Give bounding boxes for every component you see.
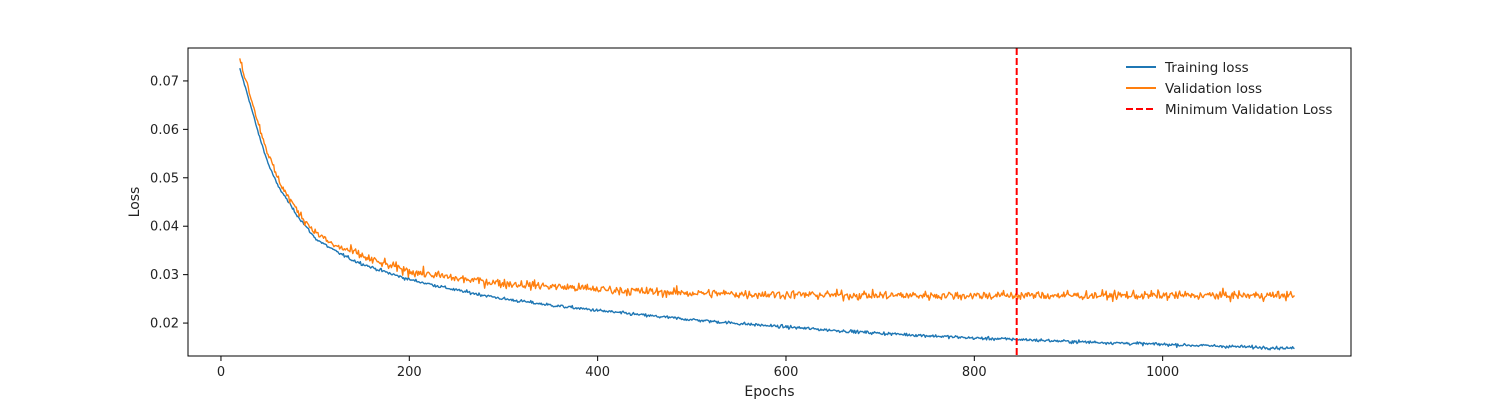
x-tick-label: 800 [962,365,987,380]
y-tick-label: 0.03 [150,268,179,283]
x-tick-label: 600 [774,365,799,380]
y-axis-label: Loss [127,187,143,218]
y-tick-label: 0.06 [150,123,179,138]
axes-frame [187,47,1352,357]
x-tick-label: 400 [585,365,610,380]
x-tick-label: 1000 [1146,365,1179,380]
x-tick-label: 0 [217,365,225,380]
y-tick-label: 0.02 [150,317,179,332]
y-tick-label: 0.05 [150,171,179,186]
legend: Training loss Validation loss Minimum Vali… [1126,60,1332,118]
series-line-training-loss [239,67,1295,351]
series-layer [239,48,1296,356]
axes-layer: 0 200 400 600 800 1000 0.02 0.03 0.04 0.05 0.06 0.0… [150,47,1352,380]
legend-label: Training loss [1164,60,1249,76]
x-tick-label: 200 [397,365,422,380]
y-tick-label: 0.04 [150,220,179,235]
series-line-validation-loss [239,58,1296,303]
y-tick-label: 0.07 [150,74,179,89]
legend-label: Validation loss [1165,81,1262,97]
x-axis-label: Epochs [744,384,794,400]
legend-label: Minimum Validation Loss [1165,102,1332,118]
